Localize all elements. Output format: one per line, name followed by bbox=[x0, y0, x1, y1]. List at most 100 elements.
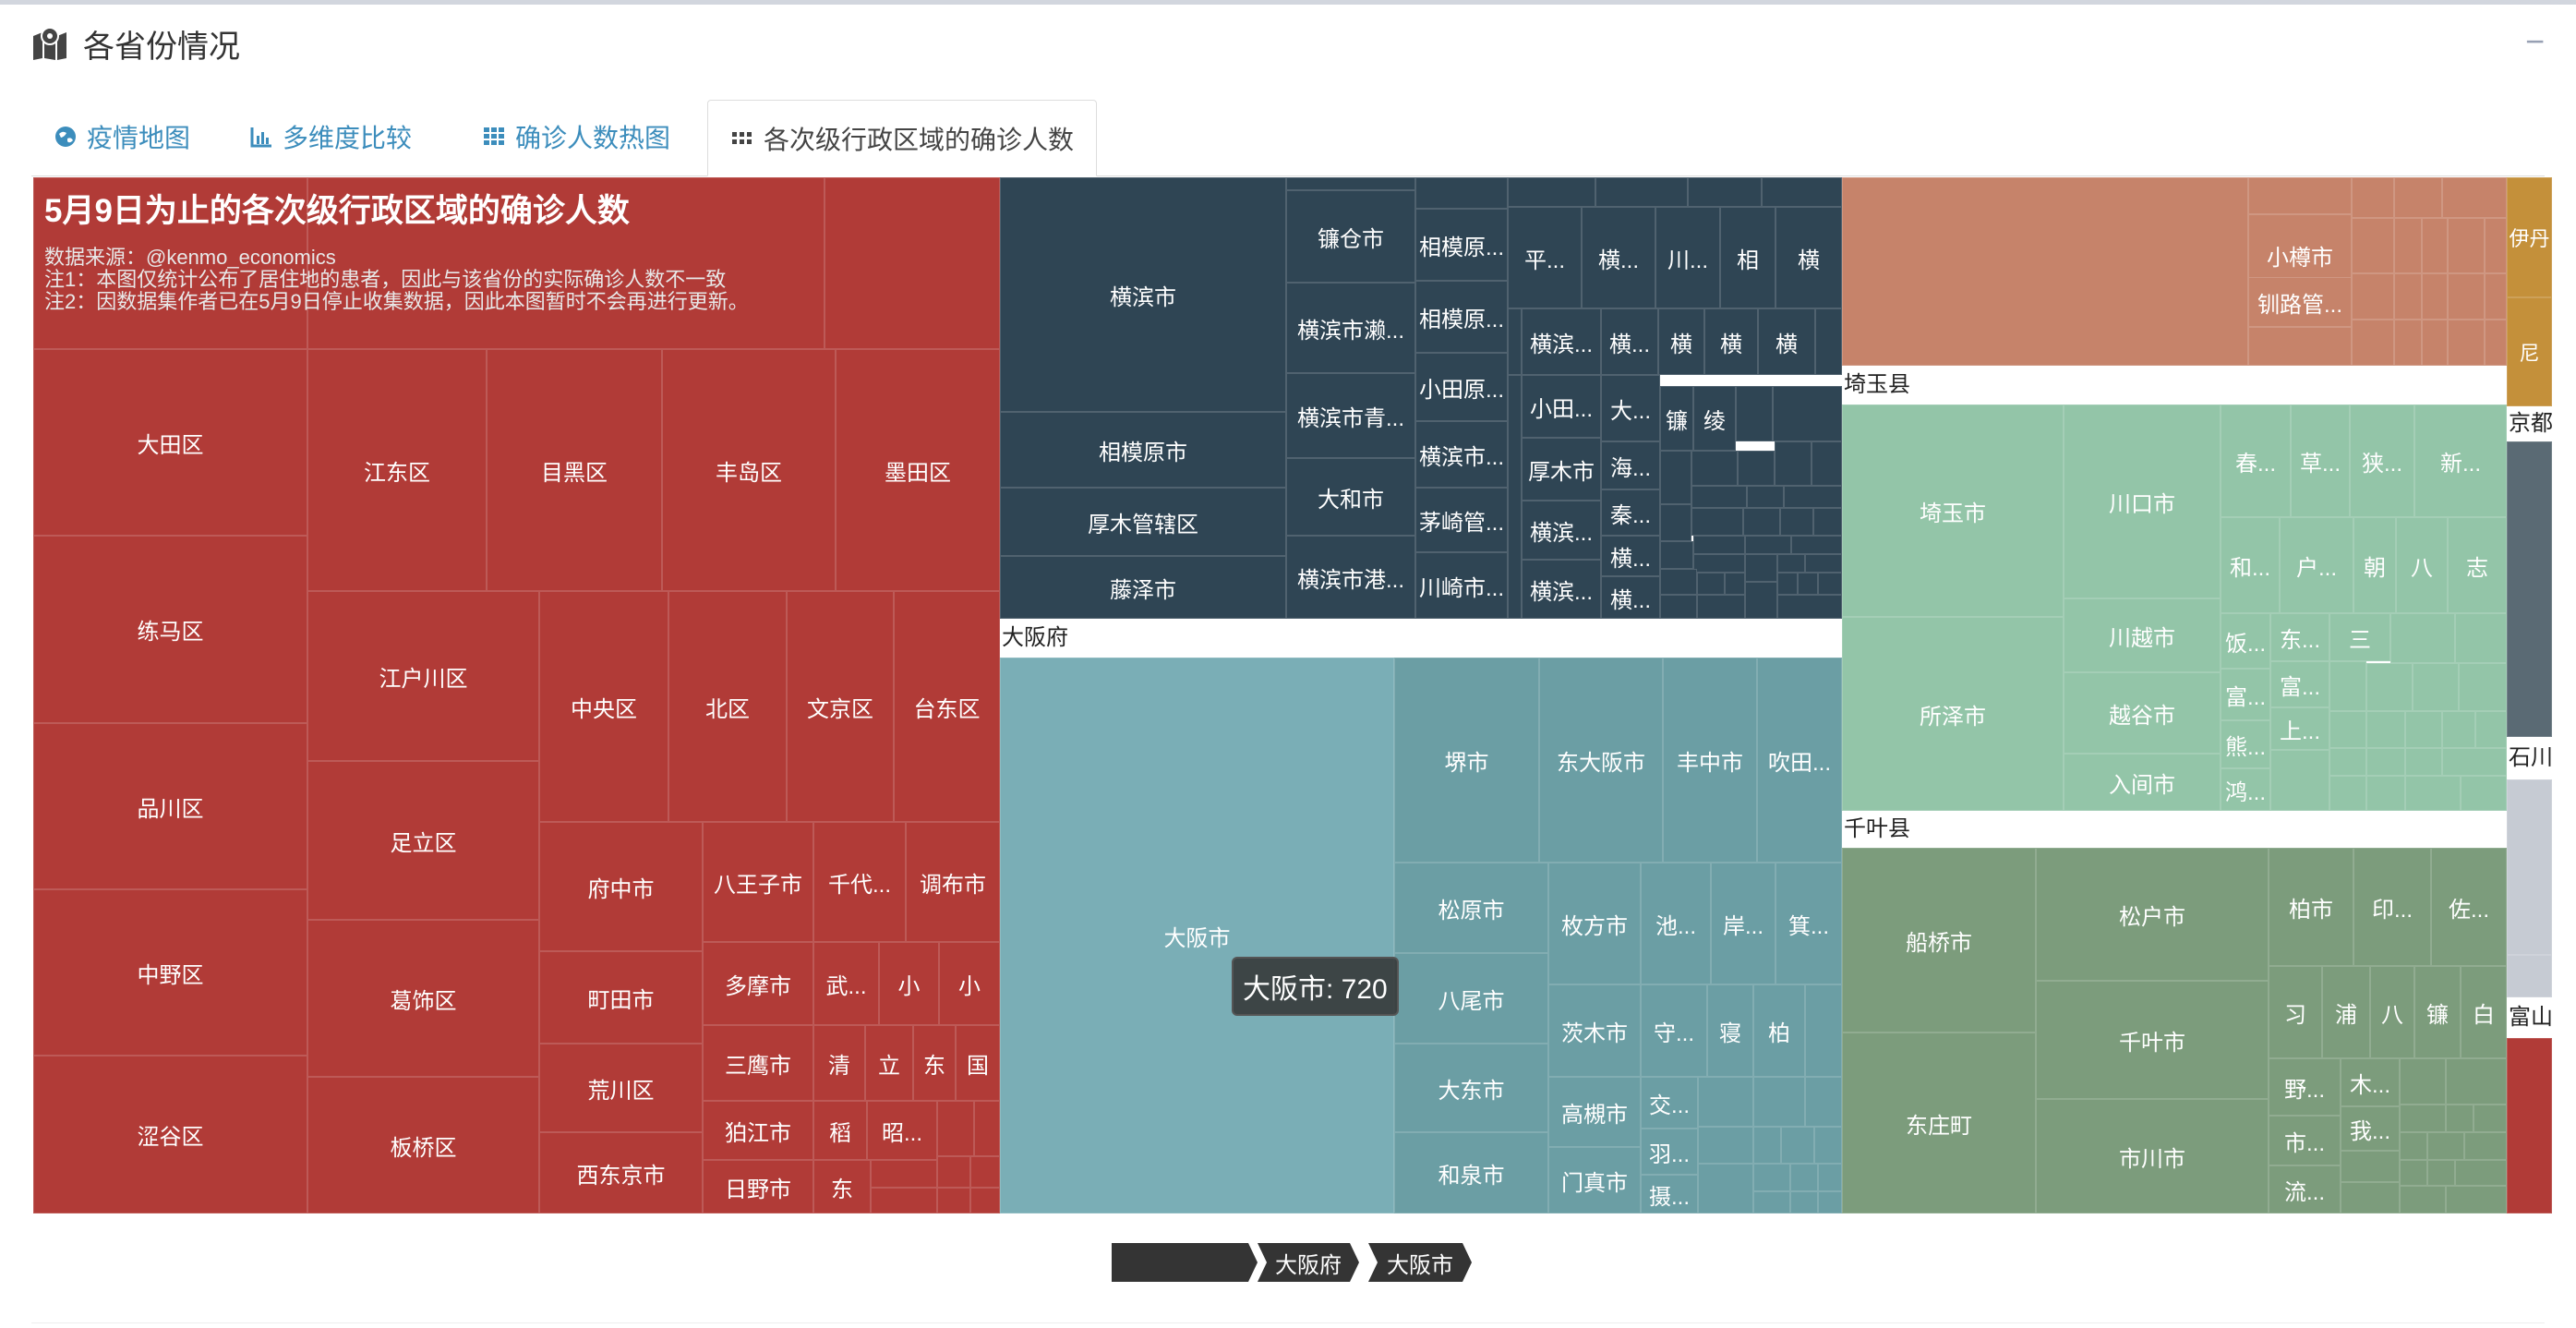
treemap-cell[interactable]: 枚方市 bbox=[1548, 863, 1641, 984]
treemap-cell[interactable] bbox=[2329, 661, 2366, 711]
treemap-cell[interactable] bbox=[1777, 573, 1798, 595]
treemap-cell[interactable]: 东 bbox=[913, 1025, 956, 1101]
treemap-cell[interactable]: 木... bbox=[2341, 1058, 2400, 1106]
treemap-cell[interactable] bbox=[33, 177, 307, 349]
treemap-cell[interactable] bbox=[2448, 320, 2485, 366]
treemap-cell[interactable] bbox=[1725, 573, 1745, 595]
treemap-cell[interactable]: 小 bbox=[939, 942, 1000, 1025]
treemap-cell[interactable]: 横滨市 bbox=[1000, 177, 1286, 412]
treemap-cell[interactable] bbox=[2405, 711, 2442, 748]
treemap-cell[interactable]: 八 bbox=[2370, 966, 2414, 1058]
treemap-cell[interactable] bbox=[937, 1101, 974, 1156]
treemap-cell[interactable]: 目黑区 bbox=[487, 349, 662, 591]
tab-heatmap[interactable]: 确诊人数热图 bbox=[460, 100, 692, 174]
treemap-cell[interactable] bbox=[2400, 1105, 2446, 1132]
treemap-cell[interactable]: 葛饰区 bbox=[307, 920, 539, 1077]
treemap-cell[interactable]: 镰仓市 bbox=[1286, 190, 1415, 283]
treemap-cell[interactable] bbox=[1791, 536, 1842, 554]
treemap-cell[interactable]: 台东区 bbox=[894, 591, 1000, 822]
treemap-cell[interactable]: 秦... bbox=[1601, 489, 1660, 536]
treemap-cell[interactable]: 茨木市 bbox=[1548, 984, 1641, 1077]
treemap-cell[interactable]: 绫 bbox=[1693, 386, 1736, 451]
treemap-cell[interactable]: 和... bbox=[2221, 517, 2280, 613]
treemap-cell[interactable]: 板桥区 bbox=[307, 1077, 539, 1213]
treemap-cell[interactable]: 高槻市 bbox=[1548, 1077, 1641, 1147]
treemap-cell[interactable]: 新... bbox=[2414, 404, 2507, 517]
treemap-cell[interactable] bbox=[2507, 441, 2552, 737]
treemap-cell[interactable] bbox=[1508, 375, 1522, 619]
treemap-cell[interactable] bbox=[2366, 663, 2413, 711]
group-header[interactable]: 石川 bbox=[2507, 737, 2552, 779]
treemap-cell[interactable]: 柏 bbox=[1753, 984, 1805, 1077]
treemap-cell[interactable] bbox=[1286, 177, 1415, 190]
treemap-cell[interactable]: 荒川区 bbox=[539, 1044, 703, 1132]
treemap-cell[interactable]: 茅崎管... bbox=[1415, 488, 1508, 552]
treemap-cell[interactable] bbox=[2413, 663, 2459, 711]
treemap-cell[interactable] bbox=[2400, 1186, 2446, 1213]
treemap-cell[interactable]: 大阪市 bbox=[1000, 658, 1394, 1213]
treemap-cell[interactable]: 埼玉市 bbox=[1842, 404, 2064, 617]
treemap-cell[interactable] bbox=[1595, 177, 1688, 207]
treemap-cell[interactable]: 狛江市 bbox=[703, 1101, 813, 1160]
treemap-cell[interactable] bbox=[307, 177, 825, 349]
treemap-cell[interactable]: 箕... bbox=[1776, 863, 1842, 984]
treemap-cell[interactable]: 熊... bbox=[2221, 720, 2270, 768]
treemap-cell[interactable]: 横滨市濑... bbox=[1286, 283, 1415, 373]
treemap-cell[interactable] bbox=[1818, 1164, 1842, 1191]
treemap-cell[interactable]: 摄... bbox=[1641, 1175, 1698, 1213]
treemap-cell[interactable] bbox=[1784, 486, 1842, 508]
group-header[interactable]: 千叶县 bbox=[1842, 811, 2507, 848]
treemap-cell[interactable]: 清 bbox=[813, 1025, 865, 1101]
treemap-cell[interactable]: 町田市 bbox=[539, 951, 703, 1044]
treemap-cell[interactable] bbox=[1660, 451, 1691, 504]
treemap-cell[interactable] bbox=[1691, 508, 1743, 536]
treemap-cell[interactable]: 川口市 bbox=[2064, 404, 2221, 598]
treemap-cell[interactable]: 船桥市 bbox=[1842, 848, 2036, 1032]
treemap-cell[interactable]: 印... bbox=[2353, 848, 2431, 966]
treemap-cell[interactable]: 大和市 bbox=[1286, 458, 1415, 536]
treemap-cell[interactable]: 国 bbox=[956, 1025, 1000, 1101]
treemap-cell[interactable] bbox=[1813, 508, 1842, 536]
treemap-cell[interactable]: 厚木市 bbox=[1522, 438, 1601, 501]
treemap-cell[interactable] bbox=[2329, 776, 2366, 811]
treemap-cell[interactable] bbox=[2394, 218, 2422, 273]
treemap-cell[interactable]: 大... bbox=[1601, 375, 1660, 441]
treemap-cell[interactable]: 寝 bbox=[1707, 984, 1753, 1077]
treemap-cell[interactable]: 柏市 bbox=[2269, 848, 2353, 966]
treemap-cell[interactable] bbox=[1738, 451, 1775, 486]
treemap-cell[interactable] bbox=[2442, 711, 2475, 748]
treemap-cell[interactable]: 横滨... bbox=[1522, 308, 1601, 375]
treemap-cell[interactable]: 交... bbox=[1641, 1077, 1698, 1129]
treemap-cell[interactable] bbox=[1745, 582, 1777, 619]
treemap-cell[interactable] bbox=[1790, 1164, 1818, 1191]
treemap-cell[interactable] bbox=[1745, 536, 1791, 554]
treemap-cell[interactable] bbox=[2461, 776, 2507, 811]
treemap-cell[interactable] bbox=[1780, 508, 1813, 536]
treemap-cell[interactable]: 春... bbox=[2221, 404, 2291, 517]
treemap-cell[interactable] bbox=[1660, 504, 1691, 541]
treemap-cell[interactable]: 足立区 bbox=[307, 761, 539, 920]
treemap-cell[interactable]: 大田区 bbox=[33, 349, 307, 536]
treemap-cell[interactable]: 藤泽市 bbox=[1000, 556, 1286, 619]
treemap-cell[interactable]: 横滨市... bbox=[1415, 421, 1508, 488]
treemap-chart[interactable]: 5月9日为止的各次级行政区域的确诊人数 数据来源：@kenmo_economics… bbox=[33, 177, 2552, 1213]
treemap-cell[interactable] bbox=[2448, 218, 2485, 273]
treemap-cell[interactable] bbox=[2446, 1058, 2507, 1105]
treemap-cell[interactable]: 市川市 bbox=[2036, 1099, 2269, 1213]
treemap-cell[interactable] bbox=[1508, 308, 1522, 375]
treemap-cell[interactable]: 横... bbox=[1601, 308, 1658, 375]
treemap-cell[interactable]: 练马区 bbox=[33, 536, 307, 723]
treemap-cell[interactable]: 佐... bbox=[2431, 848, 2507, 966]
treemap-cell[interactable] bbox=[2352, 218, 2394, 273]
treemap-cell[interactable] bbox=[2329, 748, 2366, 776]
treemap-cell[interactable] bbox=[2485, 218, 2507, 273]
treemap-cell[interactable] bbox=[1812, 441, 1842, 486]
treemap-cell[interactable]: 昭... bbox=[867, 1101, 937, 1160]
treemap-cell[interactable] bbox=[1753, 1191, 1790, 1213]
treemap-cell[interactable] bbox=[2446, 1105, 2474, 1132]
treemap-cell[interactable]: 中野区 bbox=[33, 889, 307, 1056]
treemap-cell[interactable]: 和泉市 bbox=[1394, 1132, 1548, 1213]
treemap-cell[interactable]: 鸿... bbox=[2221, 768, 2270, 811]
treemap-cell[interactable]: 志 bbox=[2448, 517, 2507, 613]
treemap-cell[interactable] bbox=[937, 1188, 970, 1213]
